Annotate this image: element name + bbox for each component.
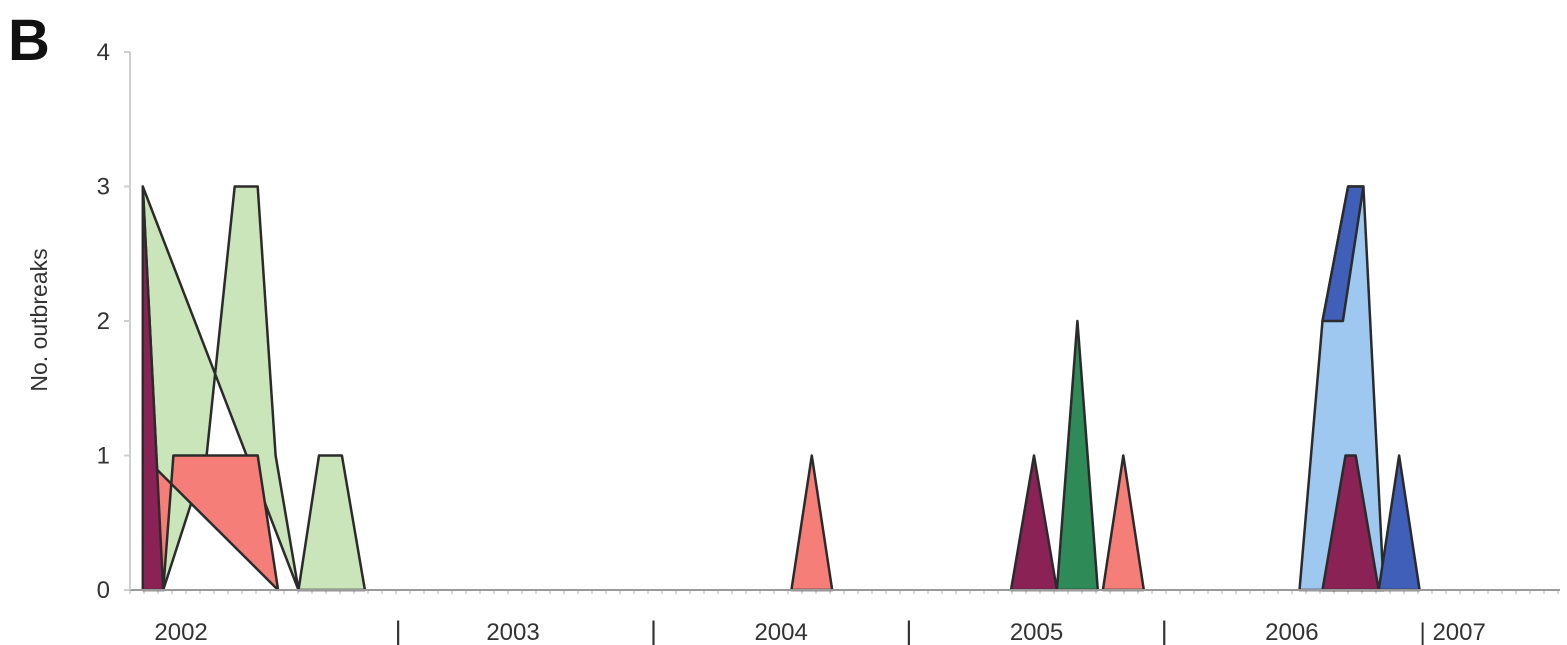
y-tick-label: 3 bbox=[97, 174, 110, 201]
x-year-separator: | bbox=[905, 616, 912, 645]
outbreak-area-series-4 bbox=[790, 454, 834, 592]
x-year-label: 2004 bbox=[754, 619, 807, 645]
x-year-label: | 2007 bbox=[1420, 619, 1486, 645]
y-tick-label: 2 bbox=[97, 308, 110, 335]
x-year-separator: | bbox=[1161, 616, 1168, 645]
plot-area bbox=[141, 185, 1421, 592]
x-year-separator: | bbox=[395, 616, 402, 645]
x-year-label: 2006 bbox=[1265, 619, 1318, 645]
outbreak-area-series-7 bbox=[1101, 454, 1146, 592]
y-axis: 0 1 2 3 4 bbox=[97, 39, 1559, 604]
panel-label: B bbox=[8, 8, 50, 73]
outbreak-area-series-1 bbox=[297, 454, 367, 592]
y-axis-label: No. outbreaks bbox=[26, 248, 52, 391]
y-tick-label: 4 bbox=[97, 39, 110, 66]
x-year-label: 2003 bbox=[486, 619, 539, 645]
y-tick-label: 1 bbox=[97, 443, 110, 470]
outbreak-area-series-6 bbox=[1055, 319, 1100, 592]
x-axis-labels: 2002 | 2003 | 2004 | 2005 | 2006 | 2007 bbox=[154, 616, 1485, 645]
x-year-separator: | bbox=[650, 616, 657, 645]
y-tick-label: 0 bbox=[97, 577, 110, 604]
x-year-label: 2002 bbox=[154, 619, 207, 645]
x-year-label: 2005 bbox=[1010, 619, 1063, 645]
outbreak-area-series-5 bbox=[1009, 454, 1059, 592]
outbreak-area-series-9 bbox=[1321, 185, 1365, 323]
outbreak-area-series-11 bbox=[1377, 454, 1421, 592]
